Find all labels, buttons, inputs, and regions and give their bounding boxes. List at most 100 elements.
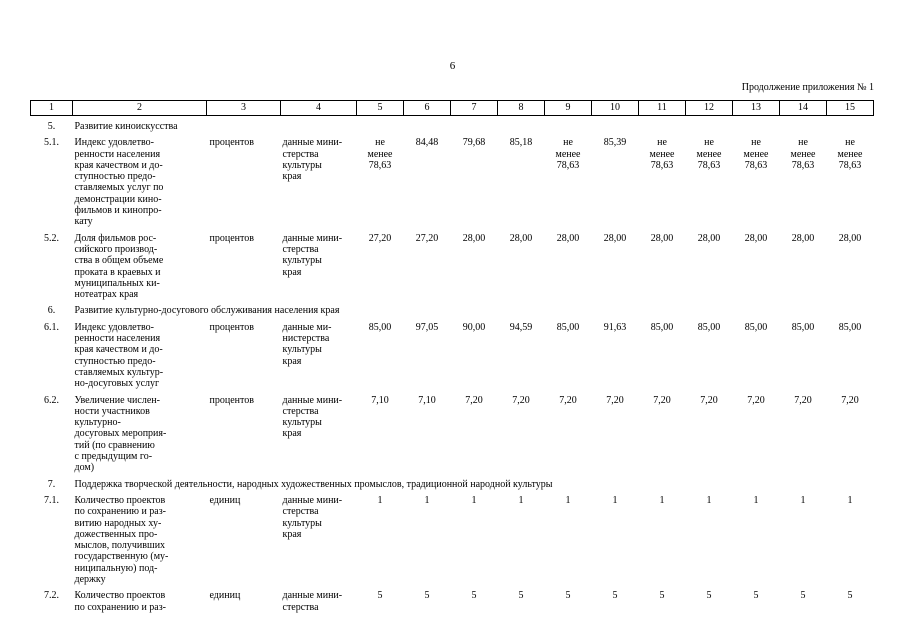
value-cell: 1 — [706, 494, 712, 506]
table-body: 5. Развитие киноискусства 5.1. Индекс удовл… — [31, 116, 874, 613]
value-cell: 1 — [800, 494, 806, 506]
row-number-cell: 7. — [47, 478, 56, 490]
value-cell: 84,48 — [415, 137, 439, 149]
value-cell: 85,00 — [556, 321, 580, 333]
value-cell: не менее 78,63 — [367, 137, 393, 171]
value-cell: 28,00 — [744, 232, 768, 244]
row-number-cell: 6.1. — [44, 321, 59, 333]
unit-cell: единиц — [209, 494, 241, 506]
value-cell: 1 — [565, 494, 571, 506]
section-title-cell: Развитие культурно-досугового обслуживан… — [74, 305, 340, 317]
value-cell: 5 — [471, 590, 477, 602]
value-cell: 5 — [753, 590, 759, 602]
unit-cell: процентов — [209, 137, 254, 149]
value-cell: 28,00 — [838, 232, 862, 244]
indicator-row: 7.1. Количество проектов по сохранению и … — [31, 490, 874, 585]
value-cell: 7,20 — [606, 394, 624, 406]
value-cell: 1 — [847, 494, 853, 506]
section-title-cell: Поддержка творческой деятельности, народ… — [74, 478, 553, 490]
indicator-name-cell: Доля фильмов рос- сийского производ- ств… — [74, 232, 164, 301]
value-cell: 85,18 — [509, 137, 533, 149]
row-number-cell: 7.1. — [44, 494, 59, 506]
continuation-note: Продолжение приложения № 1 — [741, 82, 874, 93]
value-cell: 85,00 — [744, 321, 768, 333]
value-cell: 7,20 — [653, 394, 671, 406]
indicator-name-cell: Индекс удовлетво- ренности населения кра… — [74, 321, 164, 390]
value-cell: 85,39 — [603, 137, 627, 149]
value-cell: 5 — [800, 590, 806, 602]
column-header-13: 13 — [732, 100, 780, 116]
value-cell: 5 — [565, 590, 571, 602]
indicator-row: 7.2. Количество проектов по сохранению и … — [31, 585, 874, 613]
indicator-row: 5.2. Доля фильмов рос- сийского производ-… — [31, 228, 874, 301]
indicator-row: 6.1. Индекс удовлетво- ренности населения… — [31, 317, 874, 390]
value-cell: 85,00 — [838, 321, 862, 333]
section-row: 7. Поддержка творческой деятельности, нар… — [31, 474, 874, 490]
value-cell: 7,20 — [841, 394, 859, 406]
value-cell: не менее 78,63 — [743, 137, 769, 171]
value-cell: не менее 78,63 — [649, 137, 675, 171]
column-header-9: 9 — [544, 100, 592, 116]
source-cell: данные мини- стерства культуры края — [282, 137, 343, 183]
value-cell: не менее 78,63 — [555, 137, 581, 171]
unit-cell: единиц — [209, 590, 241, 602]
row-number-cell: 5.2. — [44, 232, 59, 244]
indicator-name-cell: Количество проектов по сохранению и раз-… — [74, 494, 169, 585]
value-cell: 85,00 — [368, 321, 392, 333]
value-cell: 1 — [471, 494, 477, 506]
column-header-1: 1 — [30, 100, 73, 116]
value-cell: 5 — [377, 590, 383, 602]
value-cell: 85,00 — [791, 321, 815, 333]
value-cell: 79,68 — [462, 137, 486, 149]
value-cell: 7,20 — [794, 394, 812, 406]
value-cell: 28,00 — [791, 232, 815, 244]
column-header-14: 14 — [779, 100, 827, 116]
column-header-15: 15 — [826, 100, 874, 116]
value-cell: не менее 78,63 — [837, 137, 863, 171]
value-cell: 5 — [659, 590, 665, 602]
value-cell: 28,00 — [697, 232, 721, 244]
value-cell: не менее 78,63 — [790, 137, 816, 171]
value-cell: 7,10 — [418, 394, 436, 406]
source-cell: данные ми- нистерства культуры края — [282, 321, 332, 367]
value-cell: 85,00 — [697, 321, 721, 333]
unit-cell: процентов — [209, 394, 254, 406]
value-cell: 28,00 — [603, 232, 627, 244]
page-number: 6 — [449, 60, 456, 72]
unit-cell: процентов — [209, 232, 254, 244]
value-cell: 1 — [753, 494, 759, 506]
table-header-row: 1 2 3 4 5 6 7 8 9 10 11 12 13 14 15 — [30, 100, 874, 116]
column-header-6: 6 — [403, 100, 451, 116]
indicator-name-cell: Увеличение числен- ности участников куль… — [74, 394, 167, 474]
row-number-cell: 5.1. — [44, 137, 59, 149]
column-header-2: 2 — [72, 100, 207, 116]
value-cell: 85,00 — [650, 321, 674, 333]
row-number-cell: 7.2. — [44, 590, 59, 602]
column-header-3: 3 — [206, 100, 281, 116]
value-cell: 1 — [518, 494, 524, 506]
value-cell: 28,00 — [556, 232, 580, 244]
indicator-row: 6.2. Увеличение числен- ности участников … — [31, 390, 874, 474]
value-cell: 28,00 — [650, 232, 674, 244]
row-number-cell: 6. — [47, 305, 56, 317]
value-cell: 27,20 — [368, 232, 392, 244]
value-cell: 7,20 — [700, 394, 718, 406]
section-row: 5. Развитие киноискусства — [31, 116, 874, 133]
column-header-10: 10 — [591, 100, 639, 116]
section-title-cell: Развитие киноискусства — [74, 121, 178, 132]
value-cell: 27,20 — [415, 232, 439, 244]
section-row: 6. Развитие культурно-досугового обслужив… — [31, 300, 874, 316]
value-cell: 5 — [612, 590, 618, 602]
indicator-name-cell: Количество проектов по сохранению и раз- — [74, 590, 167, 613]
row-number-cell: 5. — [47, 121, 56, 132]
value-cell: 7,20 — [512, 394, 530, 406]
column-header-8: 8 — [497, 100, 545, 116]
value-cell: 28,00 — [509, 232, 533, 244]
value-cell: 1 — [612, 494, 618, 506]
source-cell: данные мини- стерства — [282, 590, 343, 613]
value-cell: 7,10 — [371, 394, 389, 406]
value-cell: 90,00 — [462, 321, 486, 333]
value-cell: 28,00 — [462, 232, 486, 244]
value-cell: 97,05 — [415, 321, 439, 333]
